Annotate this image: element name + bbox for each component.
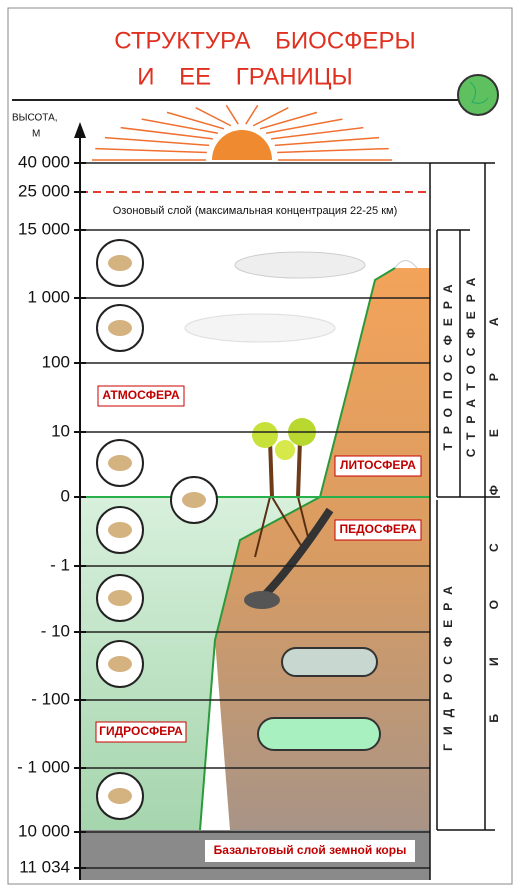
title: СТРУКТУРА БИОСФЕРЫ: [114, 27, 415, 54]
organism: [108, 656, 132, 672]
organism: [108, 320, 132, 336]
tick-label: 11 034: [19, 857, 70, 876]
tick-label: 10: [51, 421, 70, 440]
tick-label: 25 000: [18, 181, 70, 200]
organism: [108, 590, 132, 606]
zone-label: ГИДРОСФЕРА: [99, 724, 183, 738]
organism: [182, 492, 206, 508]
tick-label: 0: [61, 486, 70, 505]
tick-label: 1 000: [27, 287, 70, 306]
tick-label: 100: [42, 352, 70, 371]
tick-label: 15 000: [18, 219, 70, 238]
tick-label: - 1 000: [17, 757, 70, 776]
water-lens: [258, 718, 380, 750]
basalt-label: Базальтовый слой земной коры: [214, 843, 407, 857]
organism: [108, 255, 132, 271]
zone-label: ЛИТОСФЕРА: [340, 458, 416, 472]
cloud: [235, 252, 365, 278]
zone-label: АТМОСФЕРА: [102, 388, 180, 402]
cloud: [185, 314, 335, 342]
tick-label: - 10: [41, 621, 70, 640]
axis-label: М: [32, 129, 40, 140]
poster: СТРУКТУРА БИОСФЕРЫ И ЕЕ ГРАНИЦЫ ВЫСОТА, …: [0, 0, 520, 892]
mole: [244, 591, 280, 609]
organism: [108, 455, 132, 471]
column-label: ТРОПОСФЕРА: [441, 276, 455, 451]
ozone-label: Озоновый слой (максимальная концентрация…: [113, 205, 398, 217]
organism: [108, 522, 132, 538]
title: И ЕЕ ГРАНИЦЫ: [137, 63, 353, 90]
tick-label: - 1: [50, 555, 70, 574]
zone-label: ПЕДОСФЕРА: [339, 522, 416, 536]
tick-label: - 100: [31, 689, 70, 708]
organism: [108, 788, 132, 804]
column-label: ГИДРОСФЕРА: [441, 577, 455, 751]
column-label: БИОСФЕРА: [487, 269, 501, 722]
column-label: СТРАТОСФЕРА: [464, 269, 478, 458]
axis-label: ВЫСОТА,: [12, 113, 58, 124]
globe: [458, 75, 498, 115]
cave: [282, 648, 377, 676]
tick-label: 40 000: [18, 152, 70, 171]
tick-label: 10 000: [18, 821, 70, 840]
